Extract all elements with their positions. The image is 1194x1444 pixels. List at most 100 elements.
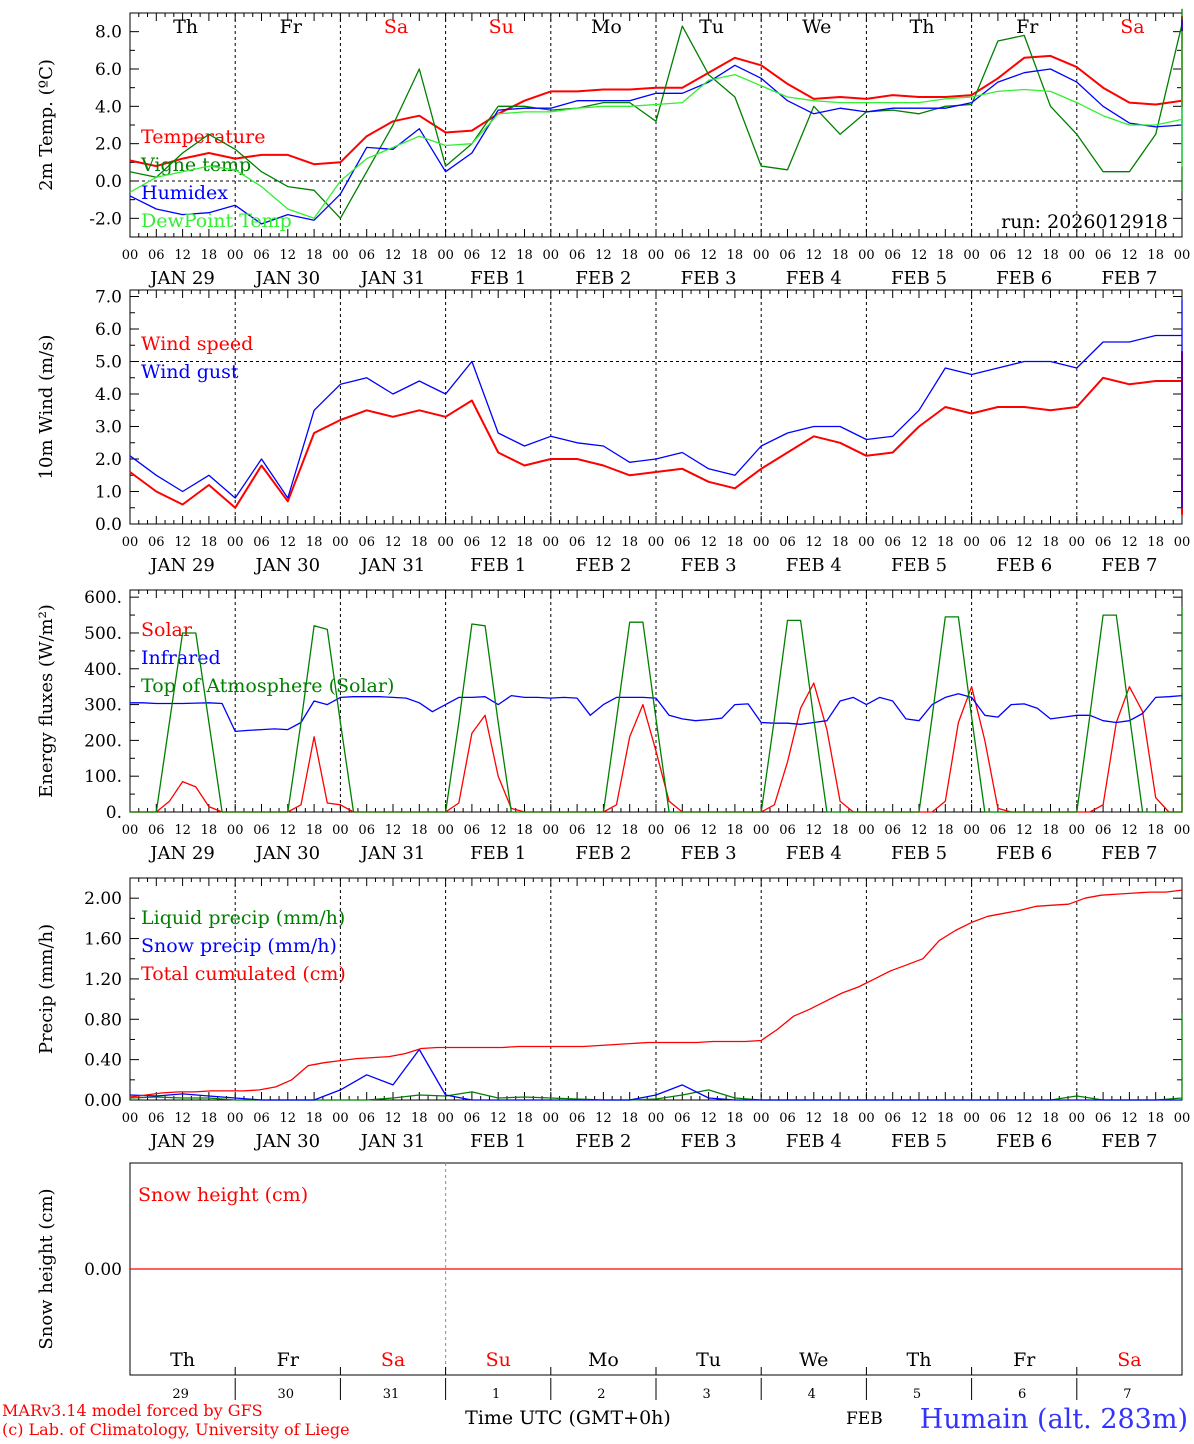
hour-tick-label: 00 — [1069, 823, 1086, 838]
date-label: FEB 1 — [470, 555, 526, 576]
hour-tick-label: 06 — [884, 535, 901, 550]
hour-tick-label: 12 — [595, 535, 612, 550]
hour-tick-label: 12 — [490, 823, 507, 838]
hour-tick-label: 06 — [884, 1111, 901, 1126]
hour-tick-label: 18 — [516, 535, 533, 550]
date-label: JAN 30 — [254, 268, 321, 289]
y-tick-label: 6.0 — [95, 60, 122, 80]
hour-tick-label: 18 — [1042, 1111, 1059, 1126]
hour-tick-label: 00 — [1174, 248, 1191, 263]
hour-tick-label: 06 — [1095, 535, 1112, 550]
hour-tick-label: 00 — [648, 1111, 665, 1126]
hour-tick-label: 06 — [148, 535, 165, 550]
weekday-label-bottom: Fr — [277, 1349, 300, 1371]
y-tick-label: 4.0 — [95, 385, 122, 405]
y-tick-label: 2.0 — [95, 450, 122, 470]
series-line-vigne-temp — [129, 8, 1183, 219]
hour-tick-label: 12 — [806, 823, 823, 838]
y-tick-label: 4.0 — [95, 97, 122, 117]
hour-tick-label: 06 — [148, 823, 165, 838]
series-line-liquid-precip-mm-h — [129, 1013, 1183, 1101]
hour-tick-label: 06 — [569, 535, 586, 550]
hour-tick-label: 06 — [779, 1111, 796, 1126]
hour-tick-label: 00 — [963, 248, 980, 263]
lab-credit: (c) Lab. of Climatology, University of L… — [2, 1420, 350, 1439]
hour-tick-label: 00 — [122, 823, 139, 838]
hour-tick-label: 00 — [543, 823, 560, 838]
hour-tick-label: 18 — [1147, 535, 1164, 550]
hour-tick-label: 00 — [963, 1111, 980, 1126]
hour-tick-label: 18 — [937, 1111, 954, 1126]
date-label: FEB 6 — [996, 555, 1052, 576]
hour-tick-label: 12 — [806, 248, 823, 263]
hour-tick-label: 06 — [464, 823, 481, 838]
hour-tick-label: 00 — [437, 535, 454, 550]
hour-tick-label: 00 — [227, 1111, 244, 1126]
hour-tick-label: 12 — [280, 823, 297, 838]
hour-tick-label: 00 — [1069, 248, 1086, 263]
series-line-wind-gust — [129, 299, 1183, 509]
hour-tick-label: 18 — [727, 248, 744, 263]
weekday-label-bottom: Sa — [381, 1349, 405, 1371]
hour-tick-label: 18 — [937, 823, 954, 838]
y-tick-label: 0.0 — [95, 515, 122, 535]
hour-tick-label: 00 — [332, 535, 349, 550]
panels: -2.00.02.04.06.08.02m Temp. (ºC)00 06 12 18… — [36, 8, 1191, 1402]
hour-tick-label: 00 — [543, 535, 560, 550]
series-line-top-of-atmosphere-solar — [130, 607, 1183, 813]
hour-tick-label: 12 — [911, 1111, 928, 1126]
date-label: FEB 2 — [575, 555, 631, 576]
hour-tick-label: 00 — [1174, 823, 1191, 838]
hour-tick-label: 12 — [1121, 823, 1138, 838]
legend-entry: Infrared — [141, 647, 221, 669]
hour-tick-label: 12 — [1121, 1111, 1138, 1126]
hour-tick-label: 00 — [543, 1111, 560, 1126]
hour-tick-label: 12 — [1121, 248, 1138, 263]
hour-tick-label: 06 — [358, 823, 375, 838]
hour-tick-label: 06 — [674, 535, 691, 550]
hour-tick-label: 06 — [358, 535, 375, 550]
hour-tick-label: 12 — [595, 823, 612, 838]
hour-tick-label: 18 — [1042, 248, 1059, 263]
hour-tick-label: 00 — [858, 535, 875, 550]
date-label: JAN 31 — [359, 843, 426, 864]
date-label: FEB 1 — [470, 268, 526, 289]
hour-tick-label: 18 — [306, 248, 323, 263]
weekday-label-top: Th — [910, 16, 935, 38]
day-number-label: 4 — [808, 1387, 816, 1402]
legend-entry: Wind speed — [141, 333, 253, 355]
weekday-label-top: Tu — [699, 16, 724, 38]
date-label: JAN 29 — [148, 1131, 215, 1152]
hour-tick-label: 00 — [858, 823, 875, 838]
y-tick-label: 0. — [106, 803, 122, 823]
day-number-label: 2 — [597, 1387, 605, 1402]
date-label: JAN 31 — [359, 555, 426, 576]
series-line-snow-precip-mm-h — [129, 1048, 1182, 1101]
hour-tick-label: 06 — [884, 823, 901, 838]
hour-tick-label: 00 — [437, 248, 454, 263]
hour-tick-label: 00 — [753, 1111, 770, 1126]
y-tick-label: 3.0 — [95, 418, 122, 438]
y-axis-label: Snow height (cm) — [36, 1188, 57, 1349]
y-axis-label: Precip (mm/h) — [36, 924, 57, 1054]
hour-tick-label: 06 — [884, 248, 901, 263]
date-label: FEB 7 — [1101, 555, 1157, 576]
hour-tick-label: 00 — [227, 248, 244, 263]
date-label: FEB 1 — [470, 1131, 526, 1152]
legend-entry: Vigne temp — [140, 154, 251, 176]
hour-tick-label: 00 — [858, 1111, 875, 1126]
hour-tick-label: 06 — [253, 823, 270, 838]
chart-panel-1: -2.0 0.0 2.0 4.0 6.0 8.0 2m Temp. (ºC) 00 06 12 18… — [36, 8, 1191, 289]
y-tick-label: 300. — [84, 696, 122, 716]
date-label: FEB 3 — [681, 1131, 737, 1152]
hour-tick-label: 18 — [516, 1111, 533, 1126]
hour-tick-label: 18 — [727, 823, 744, 838]
chart-panel-4: 0.00 0.40 0.80 1.20 1.60 2.00 Precip (mm/h) 00 0… — [36, 877, 1190, 1152]
legend-entry: DewPoint Temp — [141, 210, 292, 232]
weekday-label-top: Th — [173, 16, 198, 38]
weekday-label-bottom: Th — [170, 1349, 195, 1371]
hour-tick-label: 12 — [1016, 1111, 1033, 1126]
date-label: FEB 5 — [891, 1131, 947, 1152]
